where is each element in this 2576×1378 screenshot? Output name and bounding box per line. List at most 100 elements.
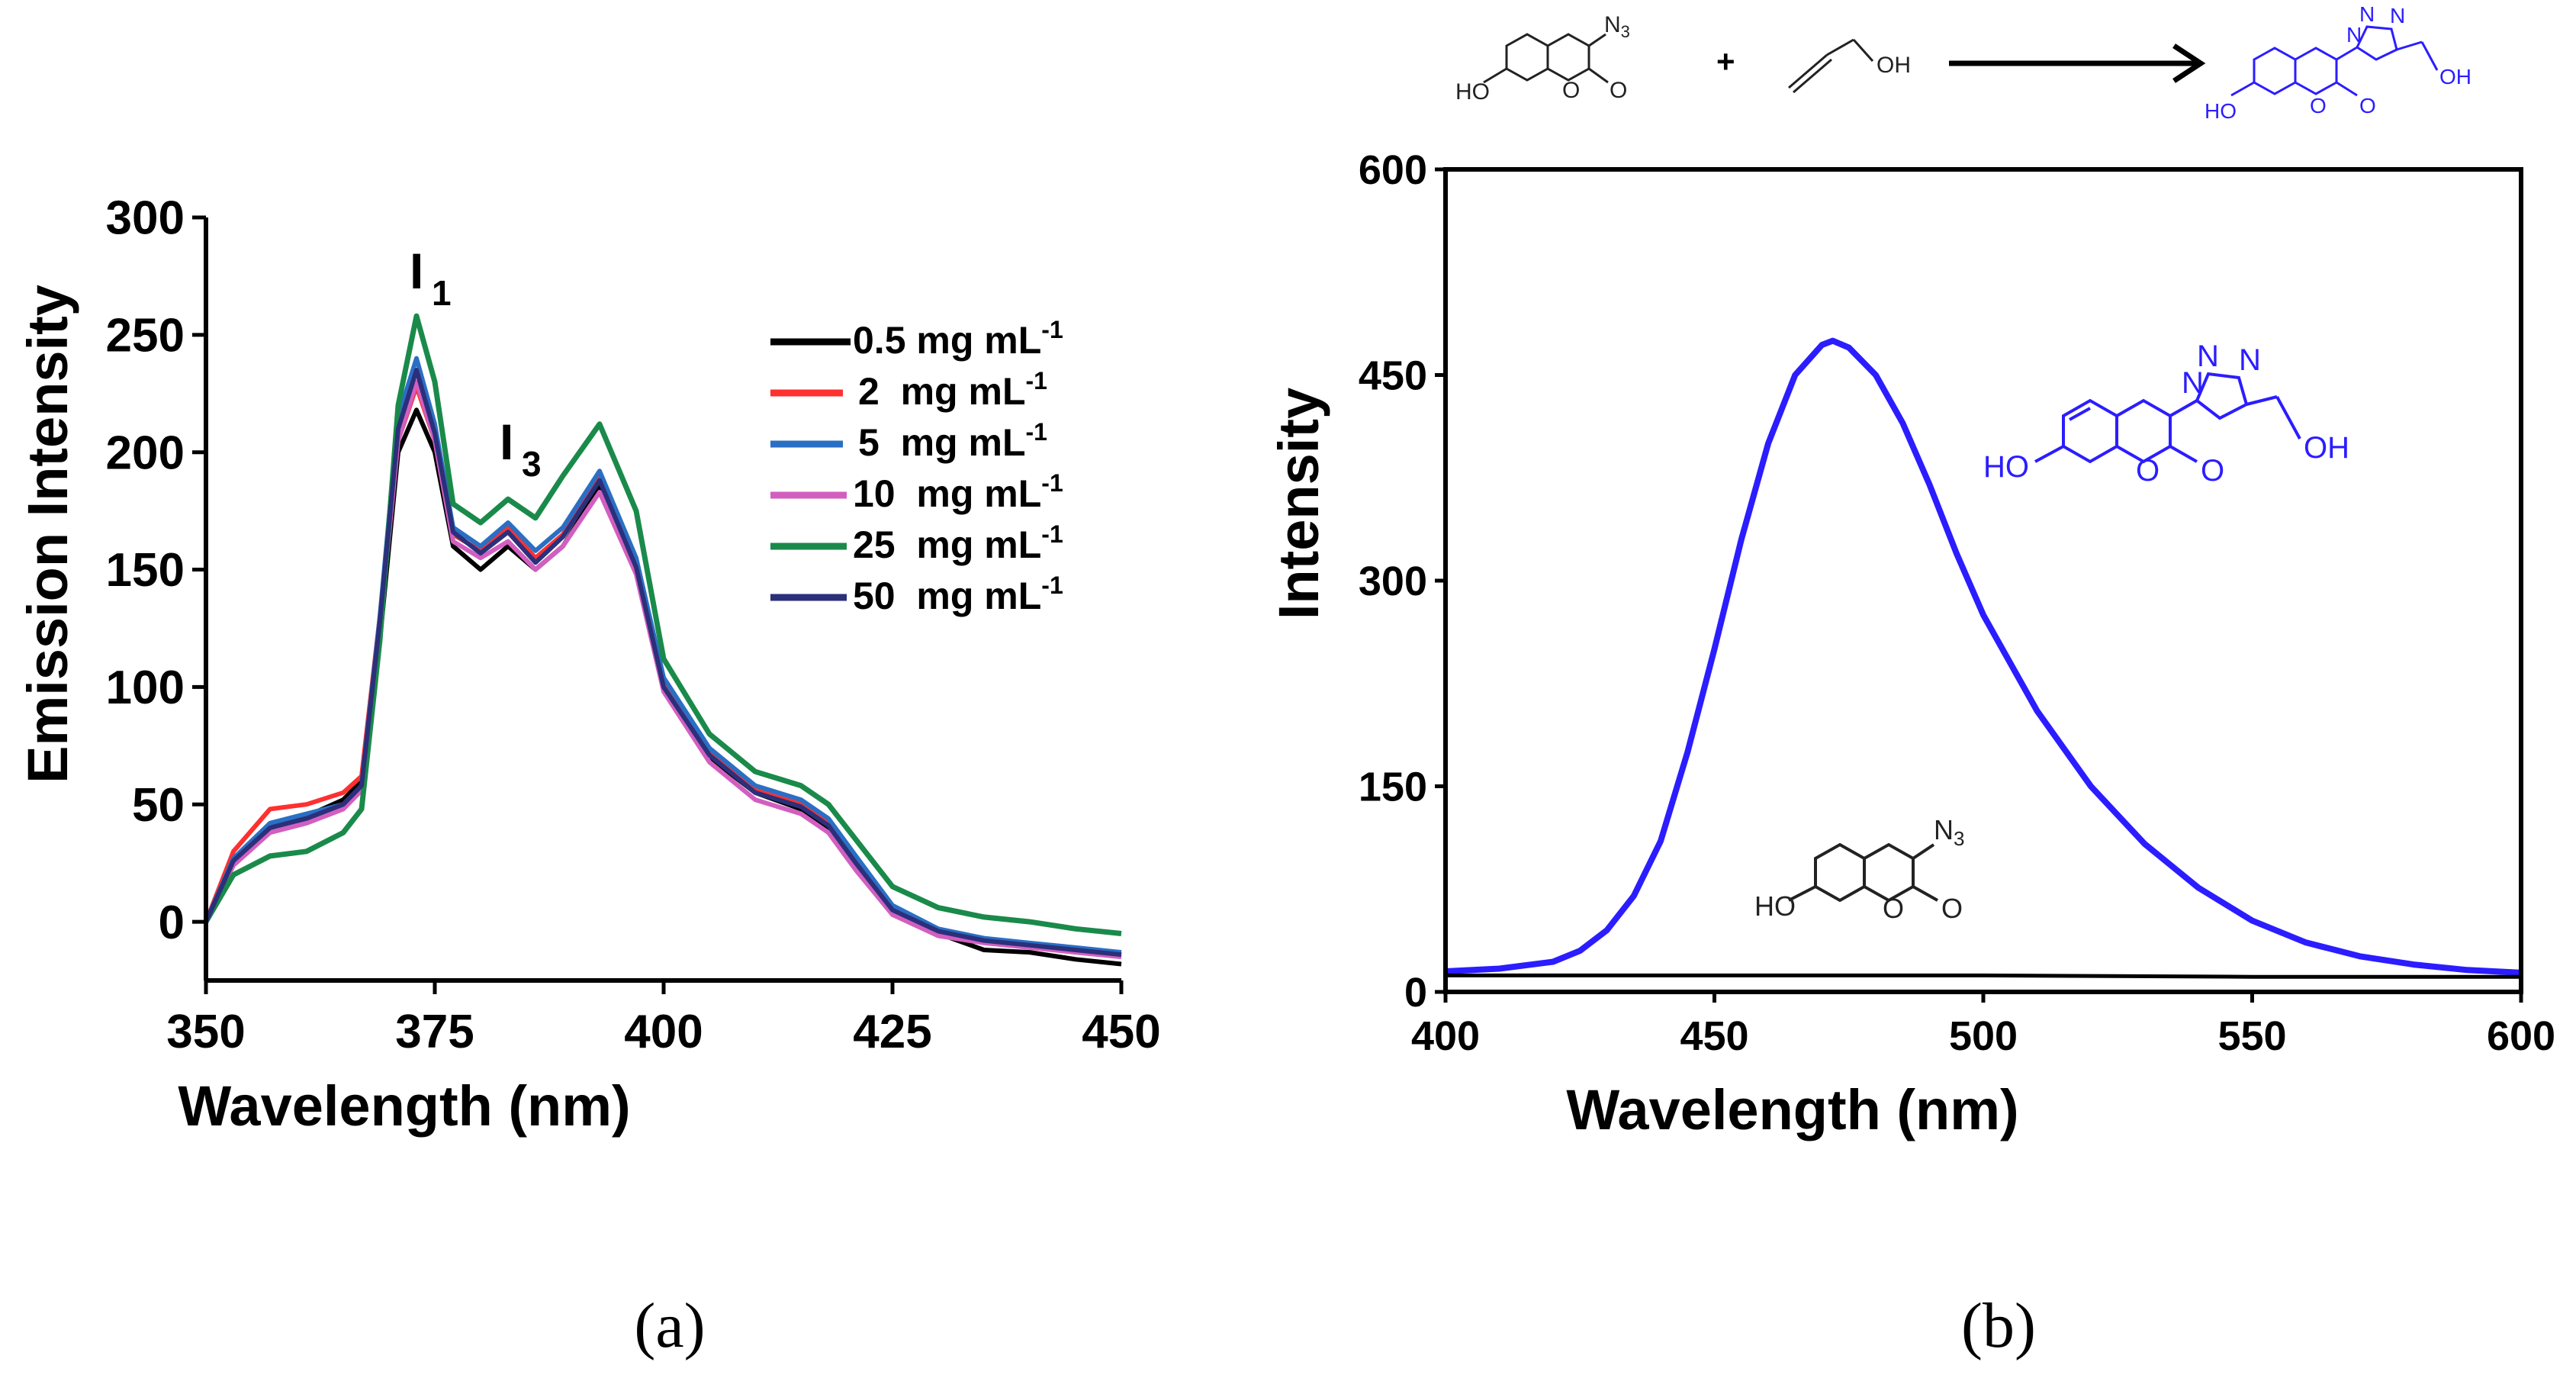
product-pyranone-ring bbox=[2115, 398, 2172, 464]
product-ch2-bond bbox=[2246, 395, 2278, 406]
panel-a-legend: 0.5 mg mL-1 2 mg mL-1 5 mg mL-1 10 mg mL… bbox=[770, 316, 1063, 617]
annotation-i3-sub: 3 bbox=[522, 444, 542, 484]
legend-label-2: 5 mg mL-1 bbox=[858, 418, 1047, 464]
panel-a-y-tick-label-6: 300 bbox=[106, 192, 185, 245]
panel-a-x-tick-label-0: 350 bbox=[166, 1006, 245, 1058]
panel-b-axes bbox=[1443, 167, 2523, 994]
panel-b-y-tick-label-1: 150 bbox=[1359, 764, 1427, 810]
scheme-product-ho-label: HO bbox=[2205, 99, 2237, 123]
scheme-propargyl-oh-label: OH bbox=[1877, 53, 1911, 78]
scheme-product-n1-label: N bbox=[2346, 23, 2362, 47]
reaction-scheme: HO O O N3 + OH HO O bbox=[1455, 2, 2471, 123]
legend-item-1: 2 mg mL-1 bbox=[770, 367, 1047, 413]
panel-b-x-tick-label-4: 600 bbox=[2487, 1013, 2555, 1059]
scheme-product-n3-label: N bbox=[2390, 4, 2405, 27]
product-ho-bond bbox=[2034, 445, 2064, 463]
panel-a-series-line-5 bbox=[204, 368, 1122, 958]
panel-b-y-axis-label: Intensity bbox=[1267, 388, 1330, 620]
scheme-azidocoumarin-labels: HO O O N3 bbox=[1455, 12, 1630, 105]
panel-a-ticks: 350 375 400 425 450 0 50 100 150 200 250 300 bbox=[106, 192, 1161, 1058]
reactant-structure-labels: HO O O N3 bbox=[1754, 814, 1964, 924]
product-ho-label: HO bbox=[1983, 450, 2029, 484]
product-structure bbox=[2034, 372, 2301, 464]
product-n2-label: N bbox=[2197, 340, 2219, 373]
product-triazole-ring bbox=[2195, 372, 2249, 420]
legend-item-4: 25 mg mL-1 bbox=[770, 520, 1063, 566]
reactant-structure bbox=[1788, 842, 1938, 903]
legend-label-0: 0.5 mg mL-1 bbox=[853, 316, 1063, 362]
annotation-i1: I 1 bbox=[410, 243, 452, 313]
panel-b-series-line-0 bbox=[1445, 337, 2522, 976]
panel-b-plot-frame bbox=[1443, 167, 2523, 994]
panel-b-y-tick-label-2: 300 bbox=[1359, 559, 1427, 604]
panel-a-y-tick-label-0: 0 bbox=[159, 897, 185, 949]
scheme-product-oh-label: OH bbox=[2439, 65, 2471, 89]
panel-a-y-tick-label-2: 100 bbox=[106, 662, 185, 714]
panel-b-x-tick-label-2: 500 bbox=[1949, 1013, 2018, 1059]
panel-b-x-axis-label: Wavelength (nm) bbox=[1566, 1078, 2018, 1141]
scheme-reaction-arrow bbox=[1949, 43, 2206, 83]
reactant-n3-label: N3 bbox=[1934, 814, 1964, 850]
panel-b-series-line-1 bbox=[1446, 973, 2521, 979]
legend-label-5: 50 mg mL-1 bbox=[853, 571, 1063, 617]
scheme-product-labels: HO O O N N N OH bbox=[2205, 2, 2471, 123]
product-carbonyl-o-label: O bbox=[2201, 454, 2224, 488]
panel-b-ticks: 400 450 500 550 600 0 150 300 450 600 bbox=[1359, 147, 2555, 1059]
legend-label-4: 25 mg mL-1 bbox=[853, 520, 1063, 566]
panel-a-y-tick-label-5: 250 bbox=[106, 310, 185, 362]
product-structure-labels: HO O O N N N OH bbox=[1983, 340, 2349, 488]
legend-item-2: 5 mg mL-1 bbox=[770, 418, 1047, 464]
legend-item-5: 50 mg mL-1 bbox=[770, 571, 1063, 617]
product-n1-label: N bbox=[2182, 366, 2204, 400]
annotation-i3-base: I bbox=[500, 414, 513, 470]
annotation-i1-sub: 1 bbox=[432, 273, 452, 313]
product-n3-label: N bbox=[2239, 343, 2261, 377]
panel-b-x-tick-label-3: 550 bbox=[2217, 1013, 2286, 1059]
scheme-azidocoumarin bbox=[1483, 33, 1609, 84]
scheme-ring-o-label: O bbox=[1562, 78, 1580, 103]
panel-a-series-group bbox=[203, 313, 1122, 967]
scheme-product-n2-label: N bbox=[2359, 2, 2375, 26]
panel-a-y-tick-label-3: 150 bbox=[106, 544, 185, 597]
panel-b-series-group bbox=[1445, 337, 2522, 979]
panel-a-x-tick-label-3: 425 bbox=[853, 1006, 931, 1058]
panel-b-chart: 400 450 500 550 600 0 150 300 450 600 Wavelength … bbox=[1267, 147, 2555, 1361]
panel-a-series-line-3 bbox=[204, 379, 1122, 960]
legend-label-1: 2 mg mL-1 bbox=[858, 367, 1047, 413]
legend-item-3: 10 mg mL-1 bbox=[770, 469, 1063, 515]
legend-label-3: 10 mg mL-1 bbox=[853, 469, 1063, 515]
panel-a-chart: 350 375 400 425 450 0 50 100 150 200 250 300 Wavele… bbox=[16, 192, 1161, 1361]
reactant-ho-label: HO bbox=[1754, 890, 1796, 922]
scheme-plus-sign: + bbox=[1716, 43, 1735, 79]
scheme-n3-label: N3 bbox=[1604, 12, 1630, 41]
scheme-product-ring-o-label: O bbox=[2310, 94, 2327, 118]
product-carbonyl-bond bbox=[2169, 445, 2198, 463]
panel-a-label: (a) bbox=[634, 1290, 705, 1361]
product-double-bond bbox=[2069, 407, 2091, 421]
panel-a-y-tick-label-1: 50 bbox=[132, 779, 185, 832]
product-oh-bond bbox=[2275, 396, 2301, 439]
reactant-carbonyl-o-label: O bbox=[1941, 893, 1963, 924]
panel-b-label: (b) bbox=[1961, 1290, 2036, 1361]
annotation-i3: I 3 bbox=[500, 414, 542, 484]
scheme-ho-label: HO bbox=[1455, 79, 1490, 105]
product-bond-triazole bbox=[2169, 399, 2198, 417]
panel-a-y-tick-label-4: 200 bbox=[106, 427, 185, 479]
panel-a-x-axis-label: Wavelength (nm) bbox=[178, 1074, 630, 1138]
legend-item-0: 0.5 mg mL-1 bbox=[770, 316, 1063, 362]
panel-b-y-tick-label-3: 450 bbox=[1359, 353, 1427, 398]
reactant-ring-o-label: O bbox=[1883, 893, 1904, 924]
panel-b-y-tick-label-4: 600 bbox=[1359, 147, 1427, 193]
annotation-i1-base: I bbox=[410, 243, 423, 299]
panel-a-x-tick-label-4: 450 bbox=[1082, 1006, 1160, 1058]
panel-a-y-axis-label: Emission Intensity bbox=[16, 285, 79, 784]
panel-a-x-tick-label-2: 400 bbox=[624, 1006, 703, 1058]
scheme-product bbox=[2230, 25, 2439, 97]
scheme-product-carbonyl-o-label: O bbox=[2359, 94, 2376, 118]
panel-b-y-tick-label-0: 0 bbox=[1404, 970, 1427, 1016]
scheme-carbonyl-o-label: O bbox=[1610, 78, 1627, 103]
panel-b-x-tick-label-0: 400 bbox=[1411, 1013, 1480, 1059]
product-ring-o-label: O bbox=[2136, 454, 2160, 488]
product-oh-label: OH bbox=[2304, 431, 2349, 465]
